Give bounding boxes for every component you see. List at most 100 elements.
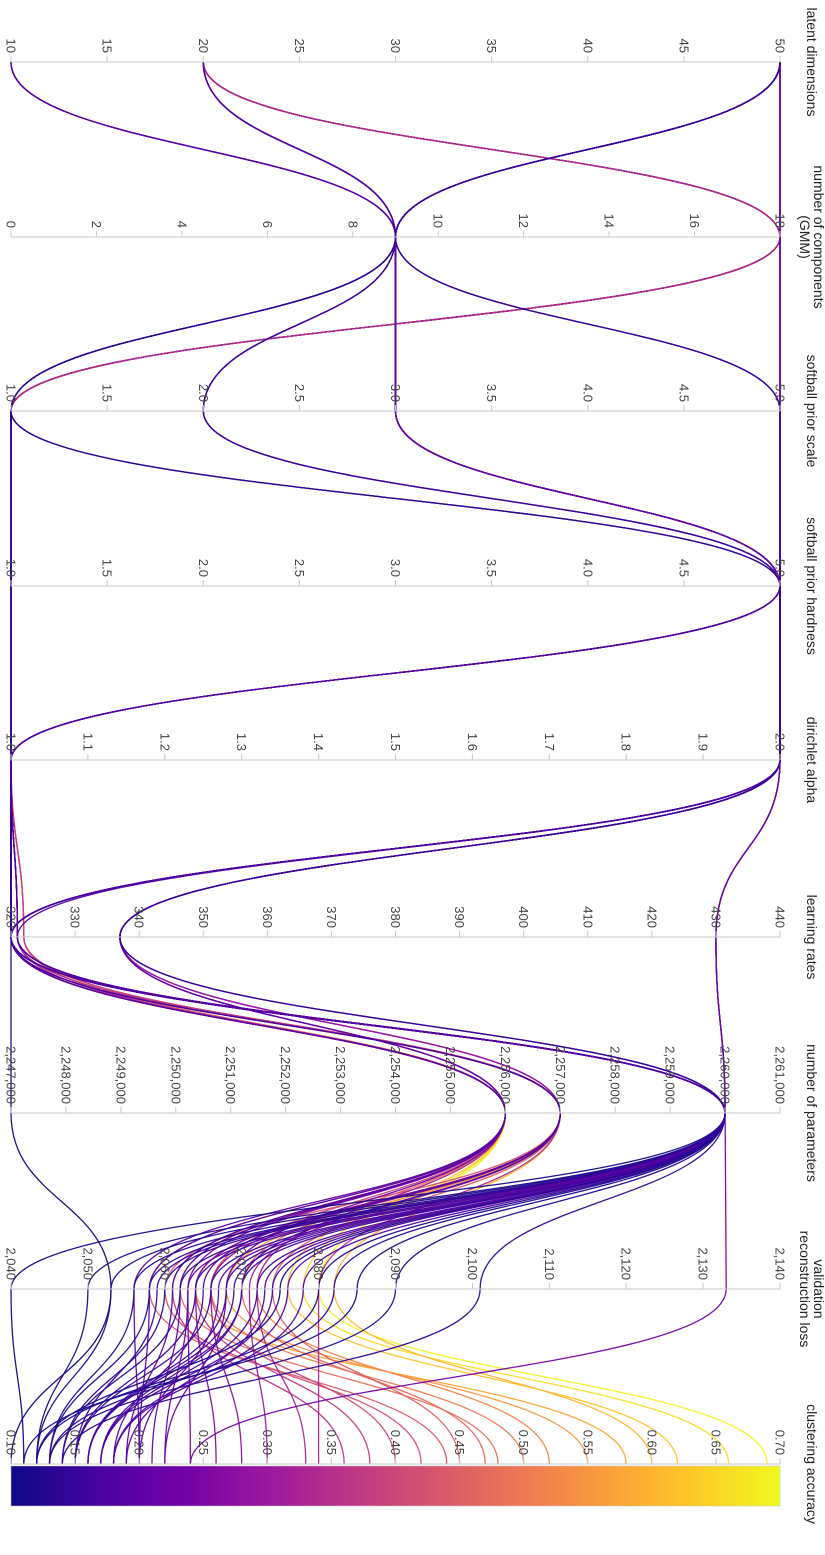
- tick-label: 340: [132, 906, 147, 928]
- tick-label: 0.25: [196, 1430, 211, 1455]
- axis-number-of-components-gmm-[interactable]: 0 2 4 6 8 10 12 14 16 18 number of components(GMM): [4, 165, 825, 308]
- tick-label: 2,249,000: [113, 1046, 128, 1104]
- tick-label: 1.0: [4, 733, 19, 751]
- colorbar-gradient: [10, 1465, 781, 1507]
- tick-label: 2,100: [465, 1247, 480, 1280]
- tick-label: 12: [516, 214, 531, 228]
- tick-label: 2,250,000: [168, 1046, 183, 1104]
- axis-title: reconstruction loss: [797, 1231, 813, 1348]
- tick-label: 2,255,000: [443, 1046, 458, 1104]
- axis-learning-rates[interactable]: 320 330 340 350 360 370 380 390 400 410 420 430 440 l…: [4, 895, 821, 980]
- tick-label: 2,260,000: [718, 1046, 733, 1104]
- tick-label: 330: [68, 906, 83, 928]
- axis-title: number of parameters: [804, 1044, 820, 1182]
- tick-label: 0.55: [580, 1430, 595, 1455]
- tick-label: 0.10: [4, 1430, 19, 1455]
- axis-validation-reconstruction-loss[interactable]: 2,040 2,050 2,060 2,070 2,080 2,090 2,100 2,110…: [4, 1231, 825, 1348]
- tick-label: 2,090: [388, 1247, 403, 1280]
- tick-label: 380: [388, 906, 403, 928]
- tick-label: 50: [773, 39, 788, 53]
- tick-label: 2.0: [196, 384, 211, 402]
- tick-label: 360: [260, 906, 275, 928]
- tick-label: 2,247,000: [4, 1046, 19, 1104]
- tick-label: 45: [676, 39, 691, 53]
- tick-label: 2,248,000: [58, 1046, 73, 1104]
- tick-label: 4.5: [676, 559, 691, 577]
- data-line-56: [74, 61, 781, 1465]
- tick-label: 2,130: [696, 1247, 711, 1280]
- tick-label: 35: [484, 39, 499, 53]
- tick-label: 10: [431, 214, 446, 228]
- tick-label: 2,256,000: [498, 1046, 513, 1104]
- tick-label: 2,060: [157, 1247, 172, 1280]
- tick-label: 1.0: [4, 559, 19, 577]
- tick-label: 1.0: [4, 384, 19, 402]
- tick-label: 0.70: [773, 1430, 788, 1455]
- tick-label: 5.0: [773, 384, 788, 402]
- tick-label: 2,257,000: [553, 1046, 568, 1104]
- tick-label: 0.15: [68, 1430, 83, 1455]
- tick-label: 2,251,000: [223, 1046, 238, 1104]
- tick-label: 4: [174, 221, 189, 228]
- axis-title: latent dimensions: [804, 8, 820, 117]
- tick-label: 15: [100, 39, 115, 53]
- tick-label: 1.1: [80, 733, 95, 751]
- data-line-20: [119, 62, 781, 1465]
- data-line-53: [189, 61, 781, 1465]
- tick-label: 2,120: [619, 1247, 634, 1280]
- tick-label: 1.4: [311, 733, 326, 751]
- tick-label: 3.5: [484, 559, 499, 577]
- tick-label: 2,253,000: [333, 1046, 348, 1104]
- tick-label: 1.9: [696, 733, 711, 751]
- axis-title: number of components: [811, 165, 825, 308]
- tick-label: 350: [196, 906, 211, 928]
- axis-latent-dimensions[interactable]: 10 15 20 25 30 35 40 45 50 latent dimensions: [4, 8, 821, 117]
- axes: 10 15 20 25 30 35 40 45 50 latent dimensions 0 2 4 6 8…: [4, 8, 825, 1524]
- tick-label: 2,261,000: [773, 1046, 788, 1104]
- tick-label: 10: [4, 39, 19, 53]
- tick-label: 0.35: [324, 1430, 339, 1455]
- axis-softball-prior-scale[interactable]: 1.0 1.5 2.0 2.5 3.0 3.5 4.0 4.5 5.0 softball prio…: [4, 355, 821, 468]
- axis-title: dirichlet alpha: [804, 717, 820, 804]
- axis-dirichlet-alpha[interactable]: 1.0 1.1 1.2 1.3 1.4 1.5 1.6 1.7 1.8 1.9 2.0 dirichl…: [4, 717, 821, 804]
- tick-label: 16: [687, 214, 702, 228]
- tick-label: 410: [580, 906, 595, 928]
- tick-label: 1.5: [388, 733, 403, 751]
- tick-label: 390: [452, 906, 467, 928]
- tick-label: 0.65: [708, 1430, 723, 1455]
- tick-label: 4.0: [580, 384, 595, 402]
- axis-title: (GMM): [797, 215, 813, 259]
- tick-label: 2.0: [773, 733, 788, 751]
- tick-label: 20: [196, 39, 211, 53]
- axis-title: softball prior scale: [804, 355, 820, 468]
- tick-label: 0.30: [260, 1430, 275, 1455]
- tick-label: 4.0: [580, 559, 595, 577]
- axis-title: softball prior hardness: [804, 517, 820, 655]
- tick-label: 0.45: [452, 1430, 467, 1455]
- tick-label: 25: [292, 39, 307, 53]
- tick-label: 320: [4, 906, 19, 928]
- tick-label: 1.2: [157, 733, 172, 751]
- tick-label: 2,110: [542, 1248, 557, 1280]
- tick-label: 1.7: [542, 733, 557, 751]
- tick-label: 2,070: [234, 1247, 249, 1280]
- tick-label: 2,252,000: [278, 1046, 293, 1104]
- tick-label: 2,259,000: [663, 1046, 678, 1104]
- axis-number-of-parameters[interactable]: 2,247,000 2,248,000 2,249,000 2,250,000 2,25…: [4, 1044, 821, 1182]
- axis-title: validation: [811, 1259, 825, 1318]
- tick-label: 2,040: [4, 1247, 19, 1280]
- tick-label: 430: [708, 906, 723, 928]
- axis-clustering-accuracy[interactable]: 0.10 0.15 0.20 0.25 0.30 0.35 0.40 0.45 0.50 0.55…: [4, 1404, 821, 1524]
- tick-label: 440: [773, 906, 788, 928]
- tick-label: 370: [324, 906, 339, 928]
- axis-title: clustering accuracy: [804, 1404, 820, 1524]
- tick-label: 0.20: [132, 1430, 147, 1455]
- axis-softball-prior-hardness[interactable]: 1.0 1.5 2.0 2.5 3.0 3.5 4.0 4.5 5.0 softball prio…: [4, 517, 821, 655]
- tick-label: 2.0: [196, 559, 211, 577]
- tick-label: 0.40: [388, 1430, 403, 1455]
- tick-label: 18: [773, 214, 788, 228]
- tick-label: 2: [89, 221, 104, 228]
- tick-label: 8: [345, 221, 360, 228]
- tick-label: 2,254,000: [388, 1046, 403, 1104]
